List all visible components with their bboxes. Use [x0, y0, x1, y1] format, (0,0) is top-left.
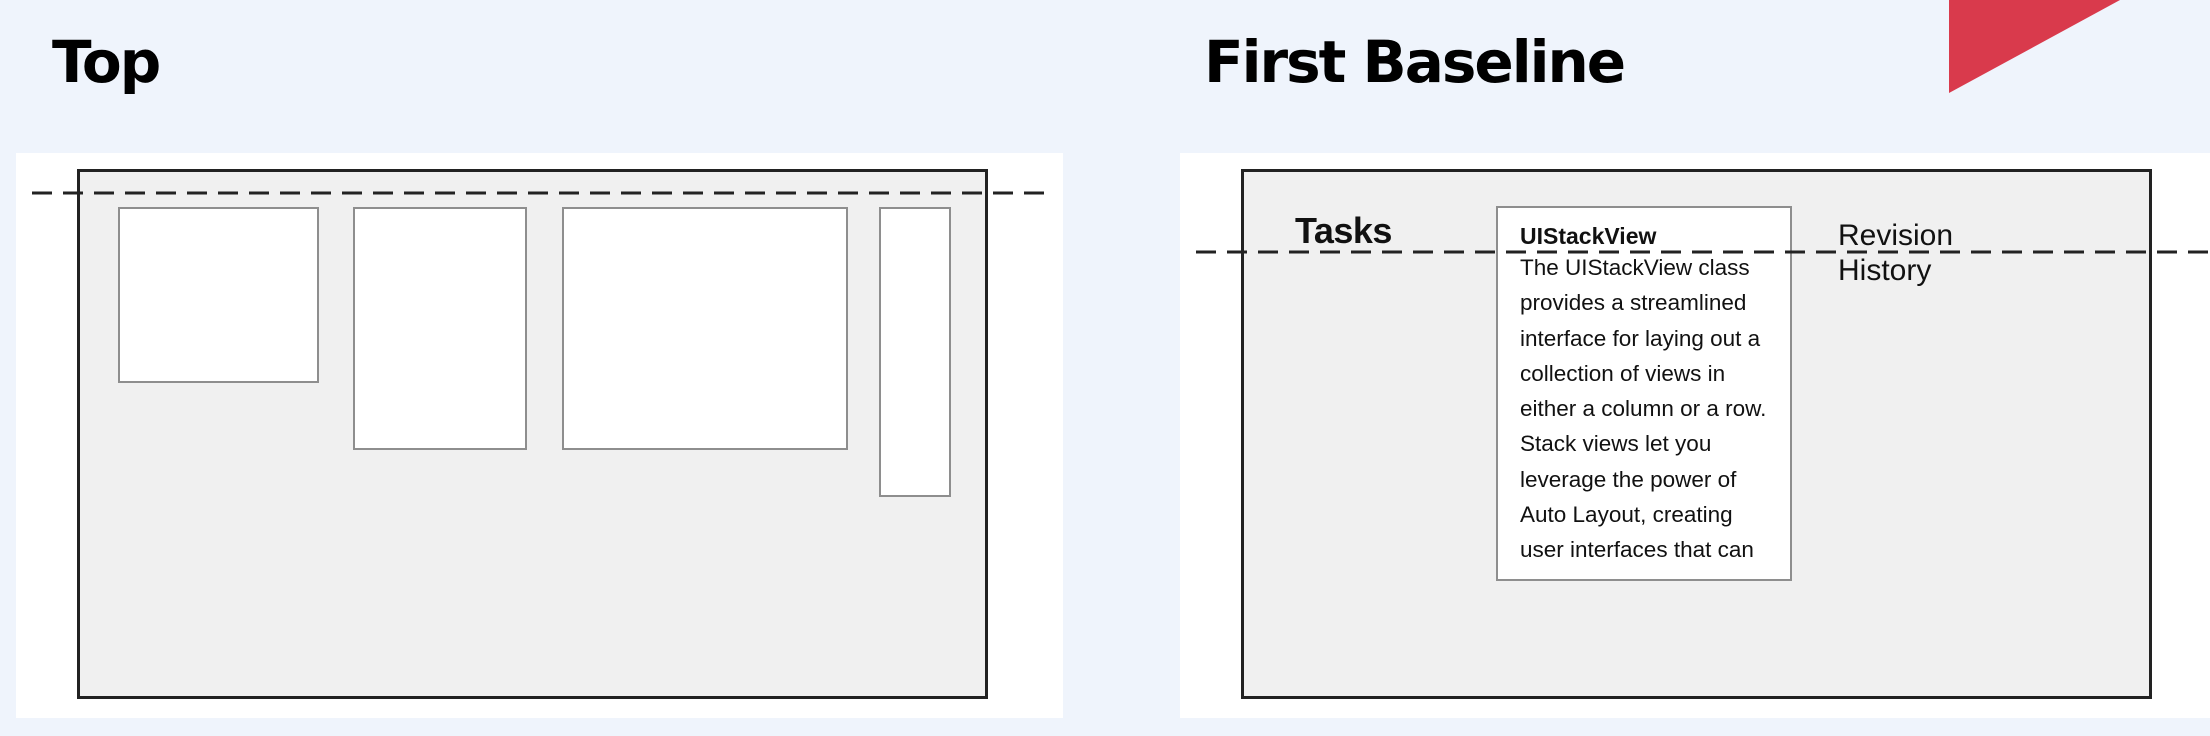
first-baseline-alignment-diagram: Tasks UIStackView The UIStackView class … [1180, 153, 2210, 718]
panel-title-top: Top [52, 28, 161, 96]
top-alignment-diagram [16, 153, 1063, 718]
arranged-subview-1 [118, 207, 319, 383]
arranged-subview-4 [879, 207, 951, 497]
text-view-title: UIStackView [1520, 223, 1657, 249]
top-alignment-guide-line [32, 191, 1051, 195]
stack-view-container: Tasks UIStackView The UIStackView class … [1241, 169, 2152, 699]
revision-history-label: Revision History [1838, 219, 1954, 287]
first-baseline-guide-line [1196, 250, 2210, 254]
arranged-subview-3 [562, 207, 848, 450]
text-view-body: The UIStackView class provides a streaml… [1520, 255, 1767, 563]
tasks-label: Tasks [1295, 210, 1392, 251]
arranged-subview-2 [353, 207, 527, 450]
corner-flag-icon [1949, 0, 2120, 93]
panel-title-first-baseline: First Baseline [1204, 28, 1626, 96]
stack-view-container [77, 169, 988, 699]
text-view: UIStackView The UIStackView class provid… [1496, 206, 1792, 581]
